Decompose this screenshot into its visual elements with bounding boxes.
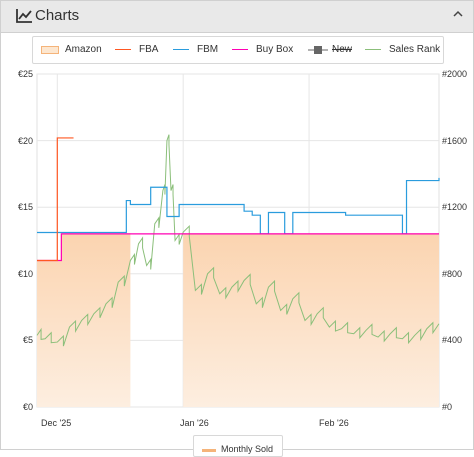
amazon-area-0: [37, 233, 131, 407]
y-right-tick-3: #1200: [442, 202, 468, 212]
legend-symbol-buybox: [232, 49, 248, 50]
monthly-sold-symbol: [202, 449, 216, 452]
chevron-up-icon[interactable]: [451, 7, 465, 21]
sales-rank-line: [36, 134, 440, 347]
legend-label-buybox: Buy Box: [256, 44, 294, 55]
legend-label-fbm: FBM: [197, 44, 219, 55]
price-history-plot[interactable]: [1, 1, 473, 449]
x-tick-dec: Dec '25: [41, 418, 72, 428]
y-right-tick-0: #0: [442, 402, 453, 412]
y-left-tick-4: €20: [17, 136, 33, 146]
legend-label-fba: FBA: [139, 44, 159, 55]
y-left-tick-1: €5: [22, 335, 33, 345]
x-tick-feb: Feb '26: [319, 418, 349, 428]
fba-line-0: [37, 137, 74, 262]
legend-label-new: New: [332, 44, 353, 55]
y-right-tick-4: #1600: [442, 136, 468, 146]
legend-symbol-new: [308, 46, 328, 54]
legend-symbol-fbm: [173, 49, 189, 50]
legend-symbol-sales-rank: [365, 49, 381, 50]
monthly-sold-label: Monthly Sold: [221, 444, 274, 454]
charts-panel-header[interactable]: Charts: [1, 1, 473, 33]
y-left-tick-5: €25: [17, 69, 33, 79]
line-chart-icon: [16, 9, 32, 23]
y-left-tick-0: €0: [22, 402, 33, 412]
charts-title: Charts: [35, 7, 80, 24]
monthly-sold-legend[interactable]: Monthly Sold: [193, 435, 283, 457]
legend-symbol-fba: [115, 49, 131, 50]
y-left-tick-2: €10: [17, 269, 33, 279]
y-left-tick-3: €15: [17, 202, 33, 212]
y-right-tick-2: #800: [442, 269, 463, 279]
legend-label-amazon: Amazon: [65, 44, 102, 55]
legend-symbol-amazon: [41, 46, 59, 54]
x-tick-jan: Jan '26: [180, 418, 209, 428]
y-right-tick-1: #400: [442, 335, 463, 345]
chart-legend: Amazon FBA FBM Buy Box New Sales Rank: [32, 36, 444, 64]
legend-label-sales-rank: Sales Rank: [389, 44, 441, 55]
y-right-tick-5: #2000: [442, 69, 468, 79]
